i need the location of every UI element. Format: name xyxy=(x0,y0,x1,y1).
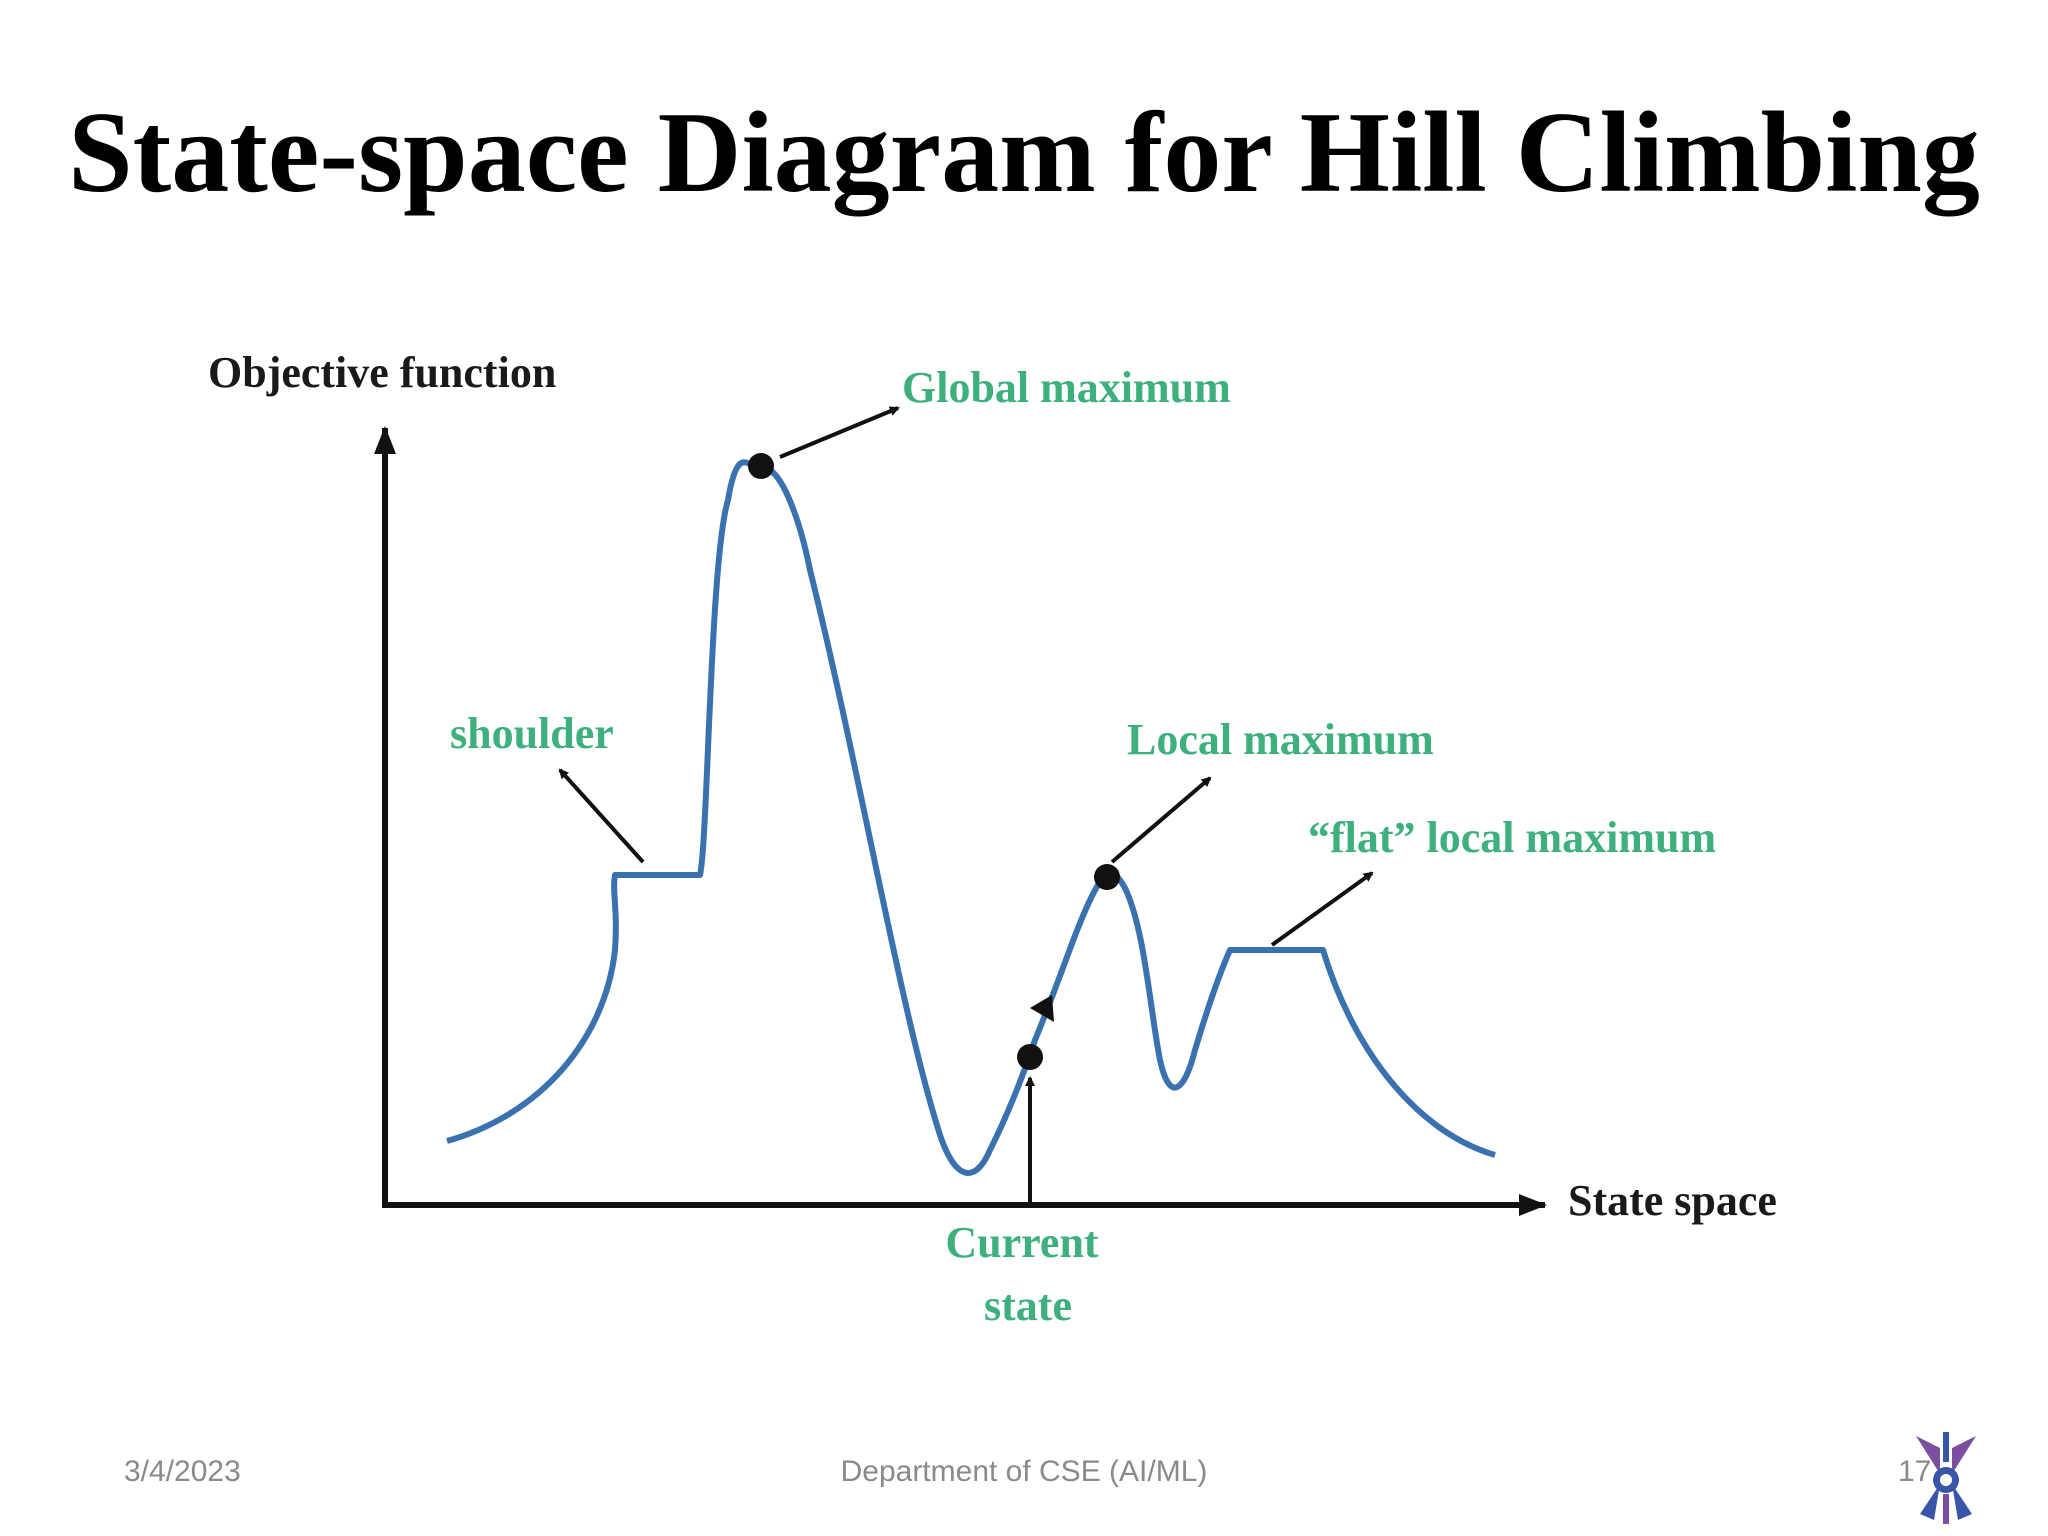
slide-number: 17 xyxy=(1898,1455,1932,1488)
global-maximum-point xyxy=(748,453,774,479)
local-maximum-point xyxy=(1094,864,1120,890)
shoulder-label: shoulder xyxy=(450,709,614,758)
slide-title: State-space Diagram for Hill Climbing xyxy=(68,89,1980,217)
flat-local-maximum-arrow xyxy=(1270,871,1374,947)
local-maximum-label: Local maximum xyxy=(1127,715,1434,764)
footer-date: 3/4/2023 xyxy=(124,1455,241,1488)
flat-local-maximum-label: “flat” local maximum xyxy=(1308,813,1716,862)
objective-curve xyxy=(446,459,1496,1176)
y-axis-label: Objective function xyxy=(208,348,556,397)
current-state-label-line2: state xyxy=(984,1281,1072,1330)
global-maximum-label: Global maximum xyxy=(902,363,1231,412)
global-maximum-arrow xyxy=(779,406,900,459)
local-maximum-arrow xyxy=(1110,776,1212,864)
x-axis-label: State space xyxy=(1568,1176,1777,1225)
current-state-point xyxy=(1017,1044,1043,1070)
university-emblem-icon xyxy=(1916,1432,1976,1524)
footer-department: Department of CSE (AI/ML) xyxy=(840,1455,1208,1488)
climb-direction-arrow xyxy=(1030,995,1054,1022)
current-state-label-line1: Current xyxy=(945,1218,1099,1267)
shoulder-arrow xyxy=(558,768,645,864)
axes xyxy=(374,426,1547,1216)
